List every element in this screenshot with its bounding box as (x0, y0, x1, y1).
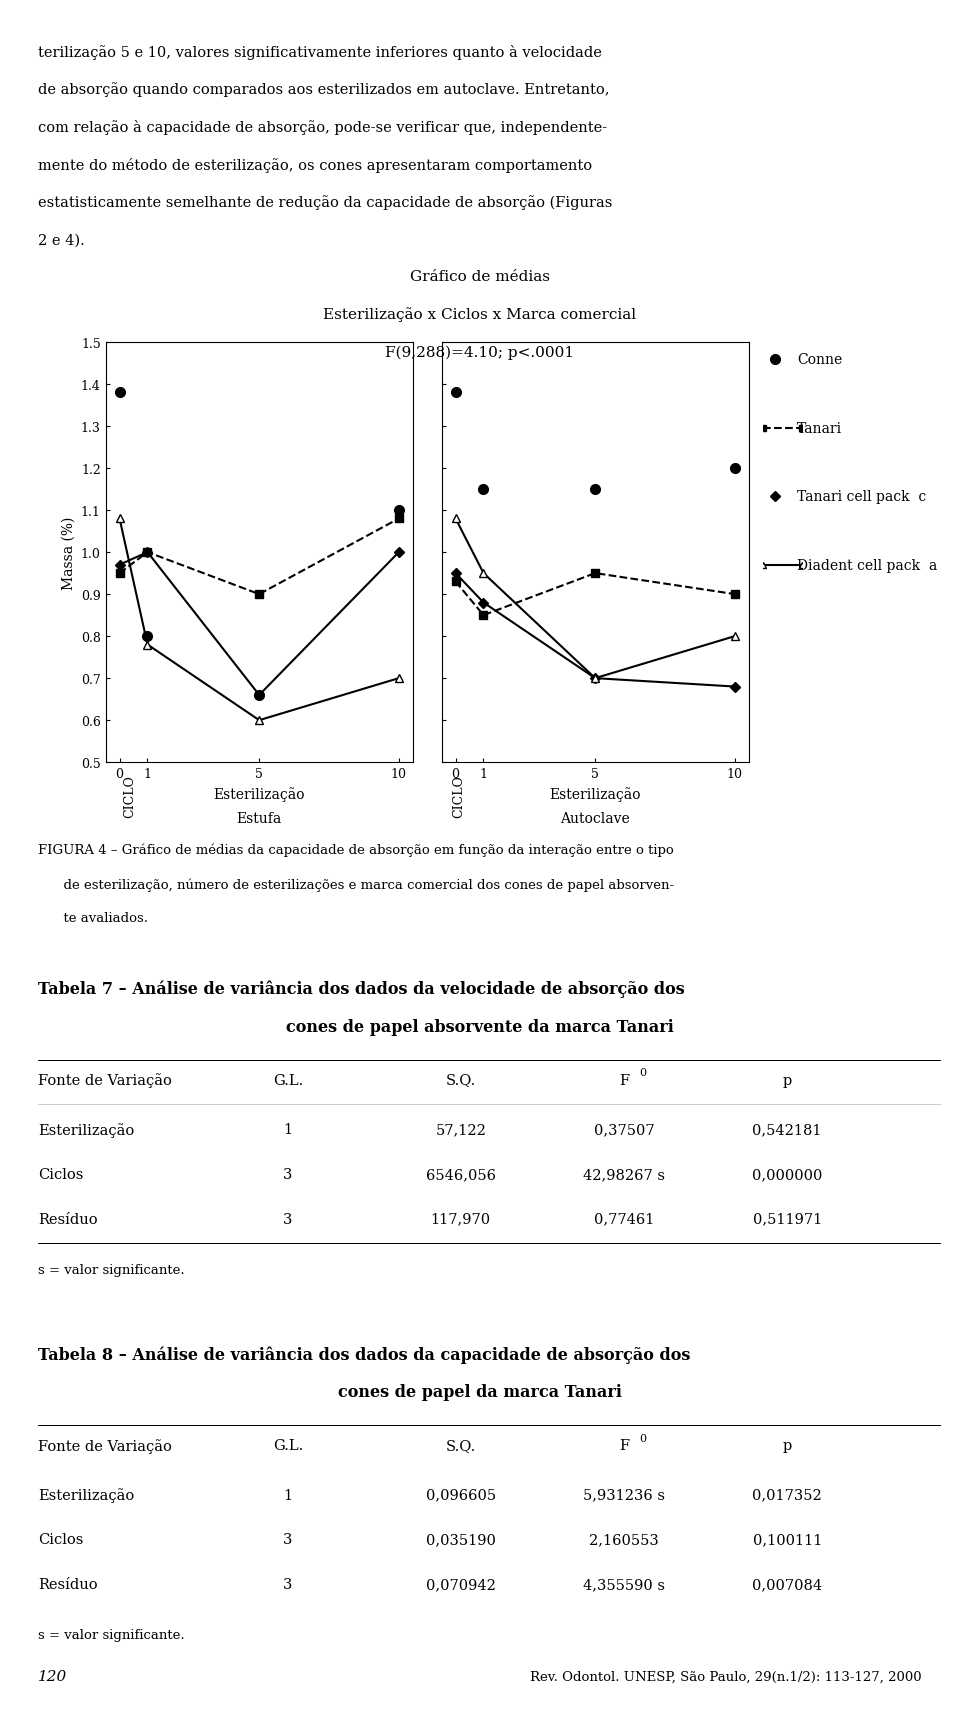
Text: 0,017352: 0,017352 (753, 1488, 822, 1501)
Text: 2 e 4).: 2 e 4). (38, 233, 85, 247)
Text: s = valor significante.: s = valor significante. (38, 1628, 185, 1642)
Text: 0,511971: 0,511971 (753, 1212, 822, 1226)
Text: Conne: Conne (797, 353, 842, 367)
Text: 3: 3 (283, 1577, 293, 1591)
Text: 3: 3 (283, 1532, 293, 1546)
Text: p: p (782, 1073, 792, 1087)
Text: de absorção quando comparados aos esterilizados em autoclave. Entretanto,: de absorção quando comparados aos esteri… (38, 82, 610, 98)
Text: Tanari: Tanari (797, 422, 842, 435)
Text: p: p (782, 1438, 792, 1452)
Text: 0,007084: 0,007084 (752, 1577, 823, 1591)
Text: Rev. Odontol. UNESP, São Paulo, 29(n.1/2): 113-127, 2000: Rev. Odontol. UNESP, São Paulo, 29(n.1/2… (530, 1669, 922, 1683)
Text: Tabela 8 – Análise de variância dos dados da capacidade de absorção dos: Tabela 8 – Análise de variância dos dado… (38, 1345, 691, 1363)
Text: S.Q.: S.Q. (445, 1073, 476, 1087)
Text: 117,970: 117,970 (431, 1212, 491, 1226)
Text: FIGURA 4 – Gráfico de médias da capacidade de absorção em função da interação en: FIGURA 4 – Gráfico de médias da capacida… (38, 843, 674, 857)
Text: de esterilização, número de esterilizações e marca comercial dos cones de papel : de esterilização, número de esterilizaçõ… (38, 878, 675, 891)
Text: Esterilização: Esterilização (38, 1488, 134, 1503)
Text: estatisticamente semelhante de redução da capacidade de absorção (Figuras: estatisticamente semelhante de redução d… (38, 195, 612, 211)
Text: Tabela 7 – Análise de variância dos dados da velocidade de absorção dos: Tabela 7 – Análise de variância dos dado… (38, 980, 685, 998)
Text: 0,37507: 0,37507 (593, 1123, 655, 1136)
Text: Ciclos: Ciclos (38, 1532, 84, 1546)
Text: mente do método de esterilização, os cones apresentaram comportamento: mente do método de esterilização, os con… (38, 158, 592, 173)
Text: Esterilização: Esterilização (213, 787, 305, 802)
Text: Estufa: Estufa (236, 812, 282, 826)
Text: 5,931236 s: 5,931236 s (583, 1488, 665, 1501)
Text: Resíduo: Resíduo (38, 1577, 98, 1591)
Text: Ciclos: Ciclos (38, 1167, 84, 1181)
Text: Esterilização: Esterilização (549, 787, 641, 802)
Text: 3: 3 (283, 1167, 293, 1181)
Text: F(9,288)=4.10; p<.0001: F(9,288)=4.10; p<.0001 (385, 345, 575, 360)
Text: Esterilização: Esterilização (38, 1123, 134, 1138)
Text: Autoclave: Autoclave (561, 812, 630, 826)
Text: 3: 3 (283, 1212, 293, 1226)
Text: com relação à capacidade de absorção, pode-se verificar que, independente-: com relação à capacidade de absorção, po… (38, 120, 608, 135)
Text: S.Q.: S.Q. (445, 1438, 476, 1452)
Text: F: F (619, 1438, 629, 1452)
Text: Resíduo: Resíduo (38, 1212, 98, 1226)
Text: 42,98267 s: 42,98267 s (583, 1167, 665, 1181)
Text: 0,000000: 0,000000 (752, 1167, 823, 1181)
Text: s = valor significante.: s = valor significante. (38, 1263, 185, 1277)
Text: Fonte de Variação: Fonte de Variação (38, 1438, 172, 1453)
Text: 4,355590 s: 4,355590 s (583, 1577, 665, 1591)
Text: F: F (619, 1073, 629, 1087)
Text: CICLO: CICLO (123, 775, 136, 818)
Text: 0: 0 (639, 1068, 646, 1078)
Text: 0,070942: 0,070942 (426, 1577, 495, 1591)
Text: cones de papel da marca Tanari: cones de papel da marca Tanari (338, 1383, 622, 1400)
Text: 0,100111: 0,100111 (753, 1532, 822, 1546)
Text: 0,035190: 0,035190 (426, 1532, 495, 1546)
Text: 0,77461: 0,77461 (594, 1212, 654, 1226)
Text: 0,096605: 0,096605 (425, 1488, 496, 1501)
Text: terilização 5 e 10, valores significativamente inferiores quanto à velocidade: terilização 5 e 10, valores significativ… (38, 45, 602, 60)
Text: Diadent cell pack  a: Diadent cell pack a (797, 559, 937, 572)
Text: Tanari cell pack  c: Tanari cell pack c (797, 490, 926, 504)
Text: 6546,056: 6546,056 (426, 1167, 495, 1181)
Text: Gráfico de médias: Gráfico de médias (410, 271, 550, 285)
Text: G.L.: G.L. (273, 1438, 303, 1452)
Y-axis label: Massa (%): Massa (%) (61, 516, 75, 590)
Text: 1: 1 (283, 1488, 293, 1501)
Text: Fonte de Variação: Fonte de Variação (38, 1073, 172, 1088)
Text: 0,542181: 0,542181 (753, 1123, 822, 1136)
Text: 1: 1 (283, 1123, 293, 1136)
Text: G.L.: G.L. (273, 1073, 303, 1087)
Text: 120: 120 (38, 1669, 67, 1683)
Text: te avaliados.: te avaliados. (38, 912, 149, 926)
Text: 0: 0 (639, 1433, 646, 1443)
Text: Esterilização x Ciclos x Marca comercial: Esterilização x Ciclos x Marca comercial (324, 307, 636, 322)
Text: 2,160553: 2,160553 (589, 1532, 659, 1546)
Text: cones de papel absorvente da marca Tanari: cones de papel absorvente da marca Tanar… (286, 1018, 674, 1035)
Text: 57,122: 57,122 (436, 1123, 486, 1136)
Text: CICLO: CICLO (452, 775, 466, 818)
